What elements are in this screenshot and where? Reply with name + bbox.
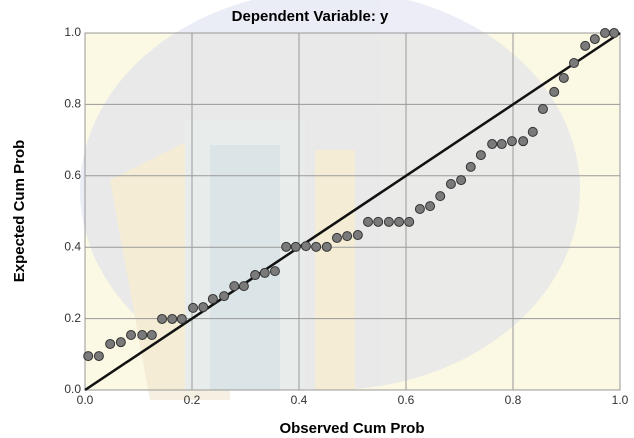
point [374,217,383,226]
point [270,267,279,276]
point [569,58,578,67]
x-tick-label: 0.6 [398,393,415,407]
point [519,137,528,146]
point [199,303,208,312]
y-tick-label: 1.0 [64,25,81,39]
point [550,87,559,96]
chart: Dependent Variable: y Observed Cum Prob … [0,0,634,438]
point [364,217,373,226]
point [476,151,485,160]
point [94,352,103,361]
point [282,242,291,251]
point [147,331,156,340]
point [127,331,136,340]
point [208,294,217,303]
x-axis-label: Observed Cum Prob [279,420,424,437]
point [189,303,198,312]
point [291,242,300,251]
point [322,242,331,251]
point [230,282,239,291]
y-tick-label: 0.0 [64,382,81,396]
y-tick-label: 0.4 [64,239,81,253]
point [507,137,516,146]
point [239,282,248,291]
point [405,217,414,226]
point [415,205,424,214]
point [601,29,610,38]
point [332,233,341,242]
point [497,140,506,149]
point [446,180,455,189]
point [106,339,115,348]
point [528,127,537,136]
point [353,231,362,240]
point [581,41,590,50]
point [426,202,435,211]
point [84,352,93,361]
point [395,217,404,226]
x-tick-label: 0.2 [184,393,201,407]
point [260,268,269,277]
y-tick-label: 0.2 [64,311,81,325]
point [312,242,321,251]
point [436,192,445,201]
y-axis-label: Expected Cum Prob [11,140,28,283]
point [488,140,497,149]
point [158,314,167,323]
point [384,217,393,226]
point [559,73,568,82]
point [177,314,186,323]
point [466,162,475,171]
point [168,314,177,323]
x-tick-label: 0.4 [291,393,308,407]
point [610,29,619,38]
point [116,338,125,347]
point [343,232,352,241]
y-tick-label: 0.6 [64,168,81,182]
point [457,176,466,185]
point [220,292,229,301]
point [251,271,260,280]
x-tick-label: 1.0 [612,393,629,407]
point [138,331,147,340]
x-tick-label: 0.8 [505,393,522,407]
point [301,242,310,251]
y-tick-label: 0.8 [64,97,81,111]
point [538,105,547,114]
point [590,35,599,44]
chart-title: Dependent Variable: y [232,8,389,25]
